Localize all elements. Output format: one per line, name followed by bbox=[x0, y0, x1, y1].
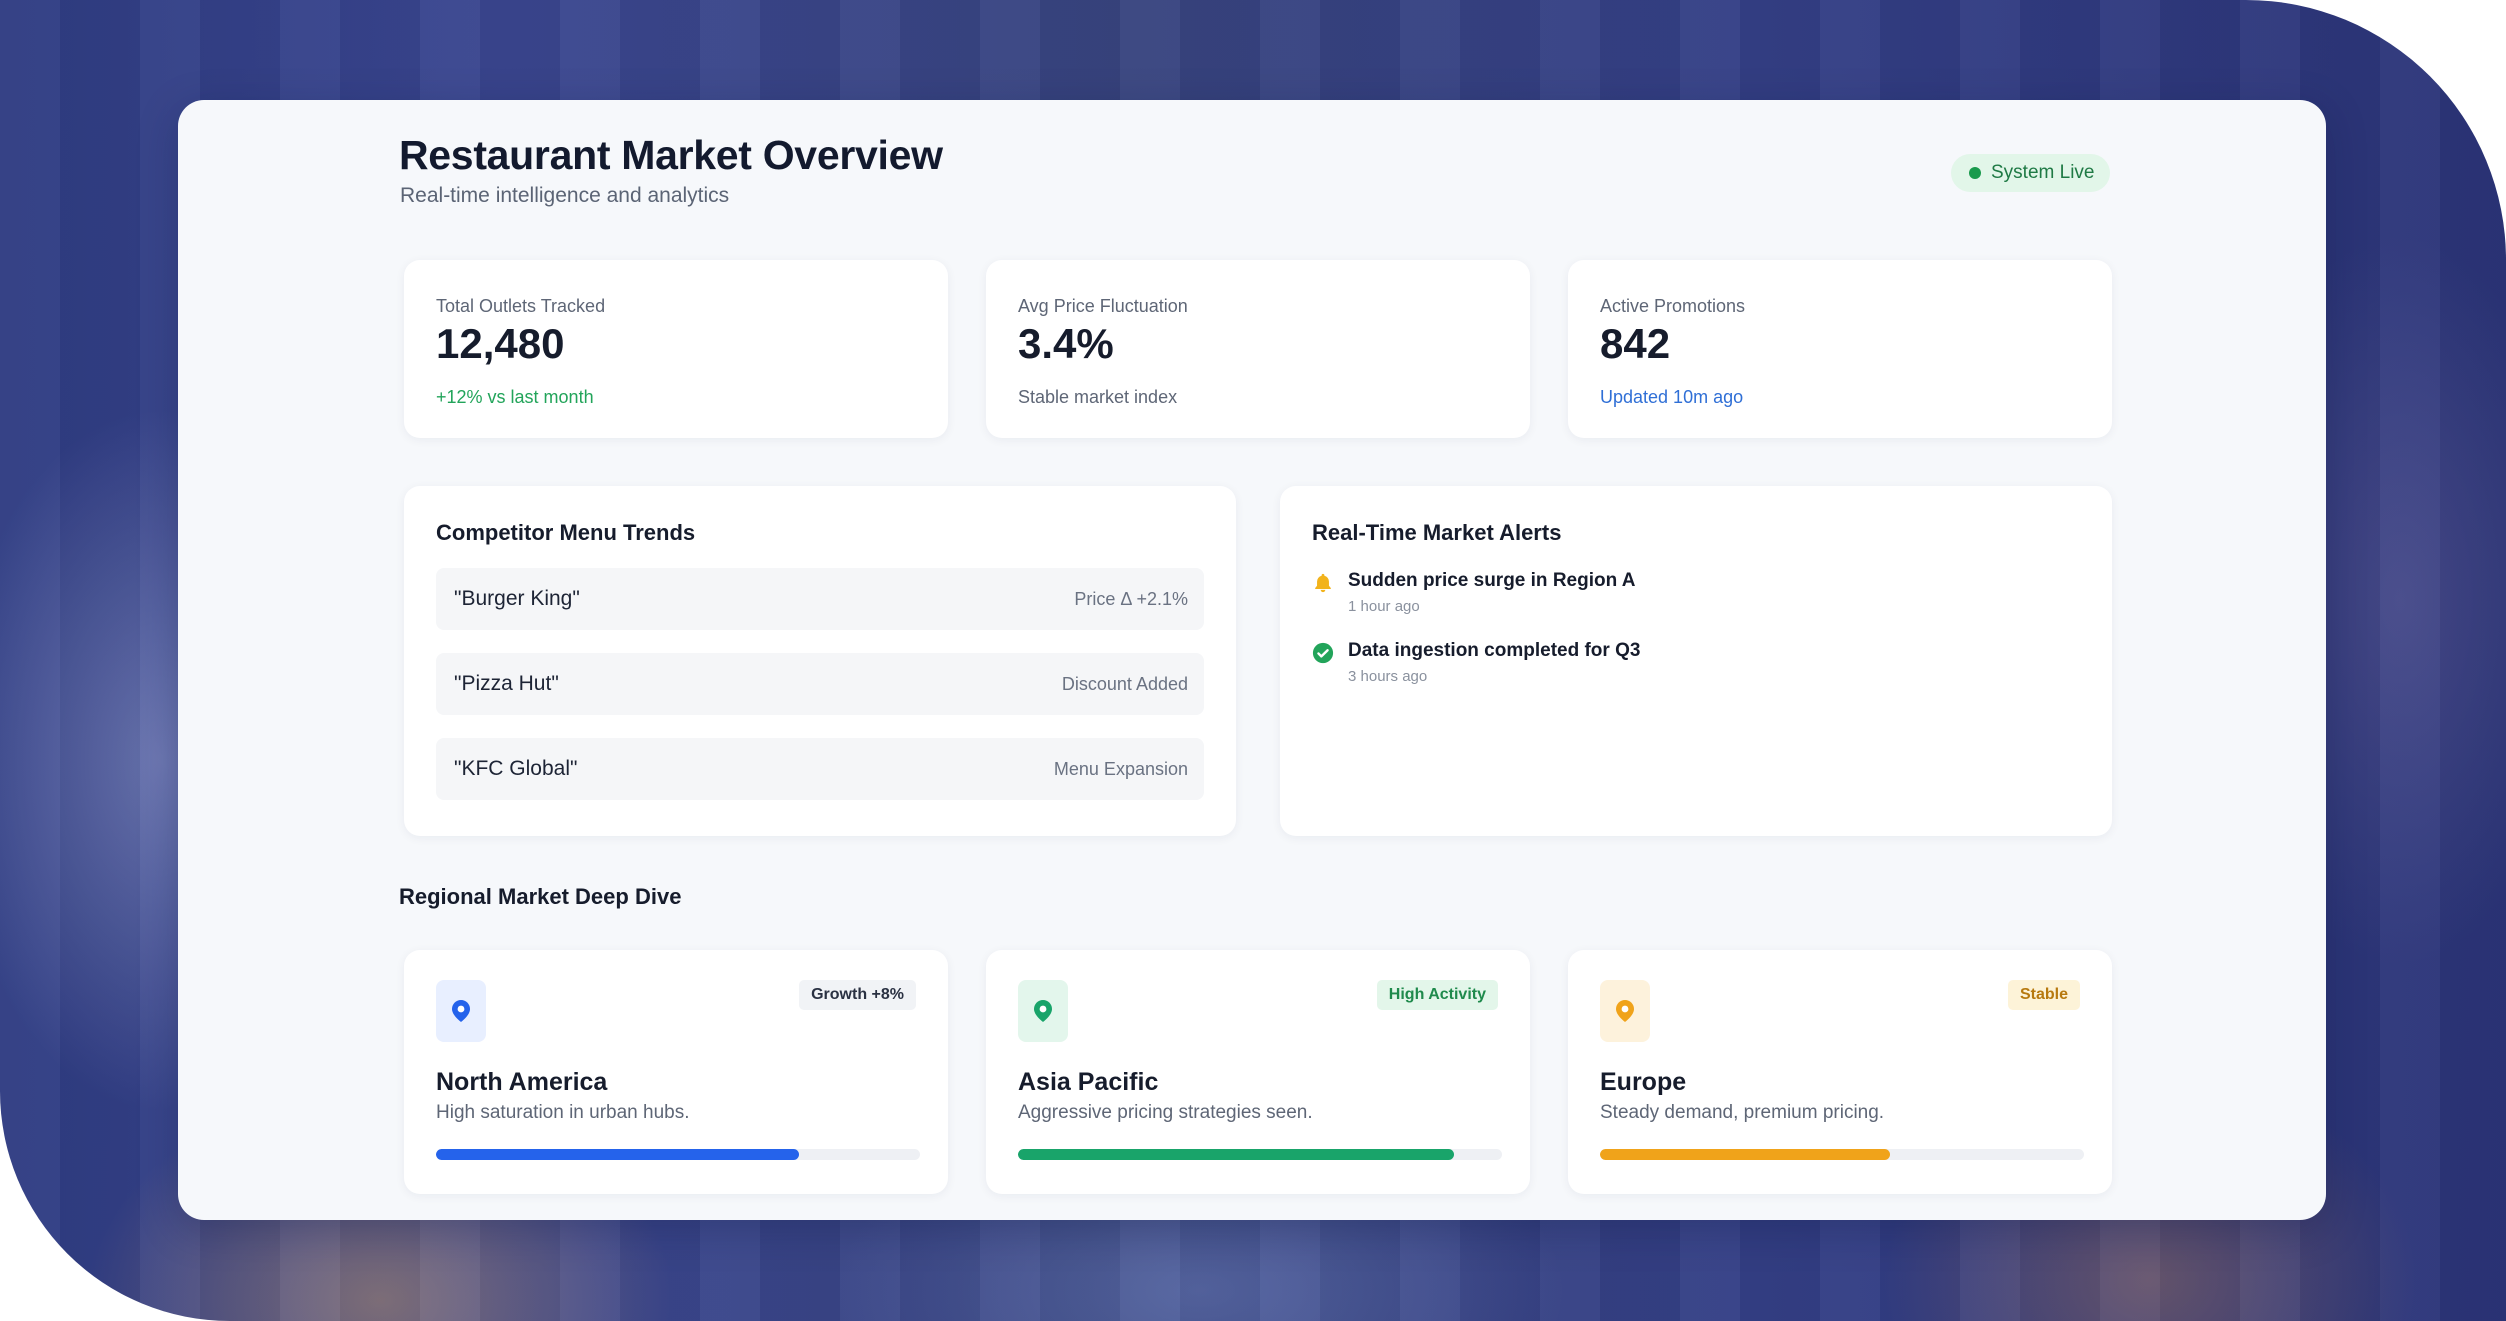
trend-meta: Discount Added bbox=[1061, 673, 1188, 694]
bell-icon bbox=[1315, 573, 1331, 593]
stat-card-price: Avg Price Fluctuation 3.4% Stable market… bbox=[986, 260, 1530, 438]
region-progress-fill bbox=[1018, 1149, 1454, 1160]
region-name: Europe bbox=[1600, 1068, 1687, 1096]
check-circle-icon bbox=[1312, 642, 1334, 664]
section-title: Real-Time Market Alerts bbox=[1312, 520, 1562, 545]
status-label: System Live bbox=[1991, 162, 2095, 183]
trend-row[interactable]: "KFC Global" Menu Expansion bbox=[436, 738, 1204, 800]
region-icon-wrap bbox=[1018, 980, 1068, 1042]
alert-time: 1 hour ago bbox=[1348, 598, 1420, 615]
region-progress bbox=[1600, 1149, 2084, 1160]
market-alerts-panel: Real-Time Market Alerts Sudden price sur… bbox=[1280, 486, 2112, 836]
region-card-europe[interactable]: Stable Europe Steady demand, premium pri… bbox=[1568, 950, 2112, 1194]
status-badge: System Live bbox=[1951, 154, 2111, 192]
alert-item[interactable]: Data ingestion completed for Q3 3 hours … bbox=[1312, 640, 1640, 685]
map-pin-icon bbox=[452, 1000, 470, 1022]
trend-name: "KFC Global" bbox=[454, 757, 578, 780]
region-name: Asia Pacific bbox=[1018, 1068, 1159, 1096]
section-title: Regional Market Deep Dive bbox=[399, 884, 682, 909]
region-badge: Stable bbox=[2007, 980, 2080, 1010]
trend-meta: Menu Expansion bbox=[1053, 758, 1188, 779]
region-name: North America bbox=[436, 1068, 608, 1096]
trend-row[interactable]: "Pizza Hut" Discount Added bbox=[436, 653, 1204, 715]
stat-note: Updated 10m ago bbox=[1600, 387, 1744, 407]
alert-text: Data ingestion completed for Q3 bbox=[1348, 640, 1641, 661]
region-icon-wrap bbox=[436, 980, 486, 1042]
stat-note: Stable market index bbox=[1018, 387, 1178, 407]
page-title: Restaurant Market Overview bbox=[399, 132, 943, 178]
region-progress bbox=[436, 1149, 920, 1160]
trend-name: "Burger King" bbox=[454, 587, 580, 610]
status-dot-icon bbox=[1969, 167, 1981, 179]
stat-label: Active Promotions bbox=[1600, 296, 1746, 316]
alert-time: 3 hours ago bbox=[1348, 668, 1428, 685]
stat-value: 3.4% bbox=[1018, 320, 1114, 367]
section-title: Competitor Menu Trends bbox=[436, 520, 696, 545]
map-pin-icon bbox=[1616, 1000, 1634, 1022]
region-progress-fill bbox=[1600, 1149, 1891, 1160]
stat-value: 12,480 bbox=[436, 320, 565, 367]
region-badge: High Activity bbox=[1376, 980, 1498, 1010]
region-progress bbox=[1018, 1149, 1502, 1160]
region-badge: Growth +8% bbox=[799, 980, 916, 1010]
stat-card-outlets: Total Outlets Tracked 12,480 +12% vs las… bbox=[404, 260, 948, 438]
stat-label: Total Outlets Tracked bbox=[436, 296, 606, 316]
alert-item[interactable]: Sudden price surge in Region A 1 hour ag… bbox=[1312, 570, 1636, 615]
stat-note: +12% vs last month bbox=[436, 387, 594, 407]
page-subtitle: Real-time intelligence and analytics bbox=[400, 184, 730, 207]
region-desc: Aggressive pricing strategies seen. bbox=[1018, 1102, 1313, 1123]
trend-name: "Pizza Hut" bbox=[454, 672, 559, 695]
region-icon-wrap bbox=[1600, 980, 1650, 1042]
region-card-north-america[interactable]: Growth +8% North America High saturation… bbox=[404, 950, 948, 1194]
region-desc: Steady demand, premium pricing. bbox=[1600, 1102, 1885, 1123]
region-card-asia-pacific[interactable]: High Activity Asia Pacific Aggressive pr… bbox=[986, 950, 1530, 1194]
alert-text: Sudden price surge in Region A bbox=[1348, 570, 1636, 591]
stat-label: Avg Price Fluctuation bbox=[1018, 296, 1188, 316]
region-progress-fill bbox=[436, 1149, 799, 1160]
stat-value: 842 bbox=[1600, 320, 1671, 367]
stat-card-promotions: Active Promotions 842 Updated 10m ago bbox=[1568, 260, 2112, 438]
map-pin-icon bbox=[1034, 1000, 1052, 1022]
competitor-trends-panel: Competitor Menu Trends "Burger King" Pri… bbox=[404, 486, 1236, 836]
dashboard-card: Restaurant Market Overview Real-time int… bbox=[178, 100, 2326, 1220]
trend-row[interactable]: "Burger King" Price Δ +2.1% bbox=[436, 568, 1204, 630]
trend-meta: Price Δ +2.1% bbox=[1074, 588, 1188, 609]
region-desc: High saturation in urban hubs. bbox=[436, 1102, 690, 1123]
